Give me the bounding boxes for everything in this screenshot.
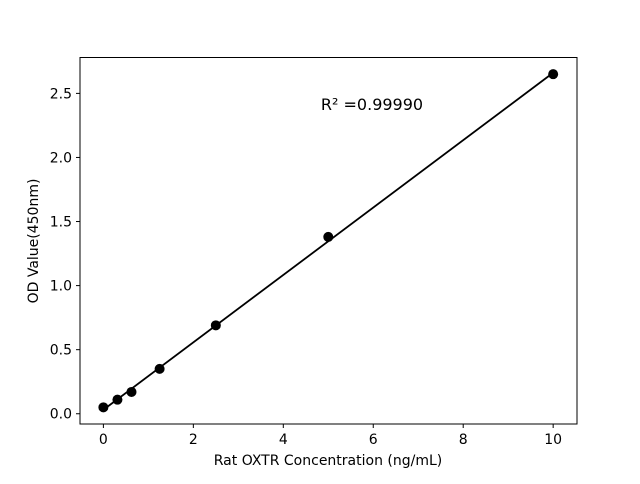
plot-area-border (79, 57, 578, 425)
data-point (548, 69, 559, 80)
data-point (112, 394, 123, 405)
y-tick-label: 0.5 (50, 343, 72, 359)
x-tick-label: 0 (99, 432, 108, 448)
y-tick-label: 1.5 (50, 215, 72, 231)
data-point (98, 402, 109, 413)
x-axis-label: Rat OXTR Concentration (ng/mL) (214, 453, 442, 469)
r-squared-annotation: R² =0.99990 (321, 95, 423, 114)
y-tick-label: 0.0 (50, 407, 72, 423)
series-layer (98, 69, 559, 413)
data-point (154, 363, 165, 374)
data-point (323, 231, 334, 242)
data-point (210, 320, 221, 331)
x-tick-label: 4 (279, 432, 288, 448)
data-point (126, 386, 137, 397)
y-tick-label: 2.0 (50, 150, 72, 166)
x-tick-label: 8 (459, 432, 468, 448)
y-tick-label: 2.5 (50, 86, 72, 102)
y-axis-label: OD Value(450nm) (26, 179, 42, 304)
x-tick-label: 6 (369, 432, 378, 448)
x-tick-label: 10 (544, 432, 562, 448)
y-tick-label: 1.0 (50, 279, 72, 295)
x-tick-label: 2 (189, 432, 198, 448)
ticks-layer: 0 2 4 6 8 10 0.0 0.5 1.0 1.5 2.0 2.5 (50, 86, 562, 448)
